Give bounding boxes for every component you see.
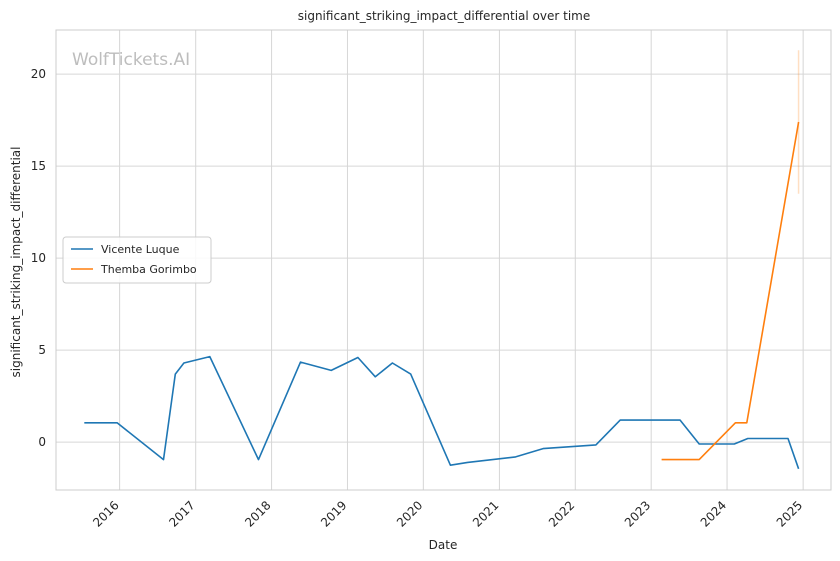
legend: Vicente Luque Themba Gorimbo: [62, 236, 212, 284]
y-tick-label: 0: [38, 435, 46, 449]
x-tick-label: 2023: [622, 498, 653, 529]
x-tick-label: 2016: [90, 498, 121, 529]
x-tick-label: 2019: [318, 498, 349, 529]
x-axis-title: Date: [429, 538, 458, 552]
series-line-1: [84, 355, 800, 470]
plot-frame: [55, 29, 832, 491]
series-layer: [84, 50, 800, 470]
legend-box: [62, 236, 212, 284]
x-tick-label: 2018: [242, 498, 273, 529]
x-tick-label: 2021: [470, 498, 501, 529]
series-line-2: [661, 121, 800, 461]
y-tick-label: 20: [31, 67, 46, 81]
y-tick-label: 10: [31, 251, 46, 265]
grid-lines: [56, 30, 831, 490]
x-tick-label: 2020: [394, 498, 425, 529]
y-tick-label: 5: [38, 343, 46, 357]
legend-label-1: Vicente Luque: [101, 243, 180, 256]
x-tick-label: 2024: [698, 498, 729, 529]
watermark-text: WolfTickets.AI: [72, 50, 190, 70]
y-axis-title: significant_striking_impact_differential: [9, 147, 23, 378]
chart-title: significant_striking_impact_differential…: [298, 9, 590, 23]
x-tick-label: 2022: [546, 498, 577, 529]
x-tick-label: 2017: [166, 498, 197, 529]
legend-label-2: Themba Gorimbo: [100, 263, 197, 276]
y-tick-label: 15: [31, 159, 46, 173]
x-tick-label: 2025: [774, 498, 805, 529]
